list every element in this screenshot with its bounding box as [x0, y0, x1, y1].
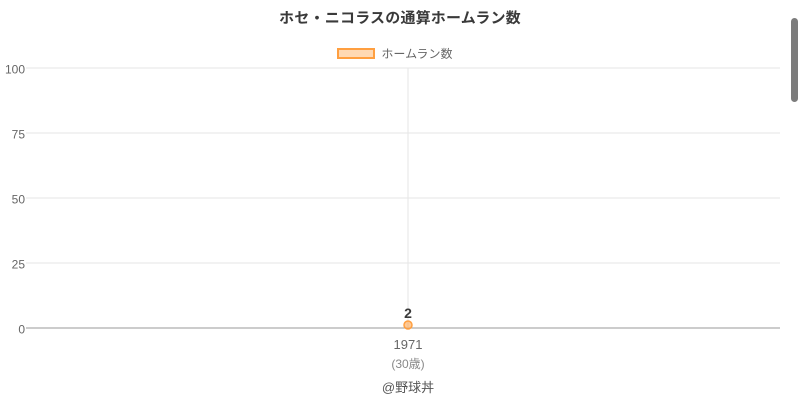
svg-text:0: 0 [18, 323, 25, 337]
svg-text:25: 25 [12, 258, 26, 272]
svg-text:@野球丼: @野球丼 [382, 380, 434, 395]
svg-text:2: 2 [404, 305, 412, 321]
svg-text:75: 75 [12, 128, 26, 142]
svg-text:100: 100 [5, 63, 25, 77]
svg-text:(30歳): (30歳) [391, 357, 424, 371]
svg-text:1971: 1971 [394, 337, 423, 352]
svg-text:50: 50 [12, 193, 26, 207]
